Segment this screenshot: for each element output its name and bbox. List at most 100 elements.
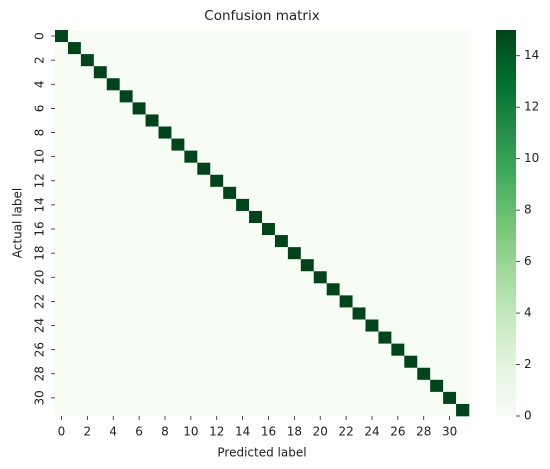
cell (132, 186, 146, 200)
cell (145, 295, 159, 308)
cell (365, 355, 379, 369)
cell (391, 403, 405, 417)
cell (274, 90, 289, 103)
cell (430, 223, 444, 236)
cell (300, 379, 315, 393)
cell (391, 138, 405, 151)
cell (67, 319, 82, 332)
cell (80, 78, 95, 91)
cell (313, 174, 327, 188)
cell (249, 259, 263, 272)
cell (223, 283, 237, 296)
cell (106, 391, 120, 405)
cell (300, 198, 315, 212)
cell (352, 30, 366, 43)
cell (80, 90, 95, 103)
cell (55, 355, 69, 369)
cell (249, 102, 263, 115)
cell (456, 355, 470, 369)
cell (236, 223, 250, 236)
cell (184, 150, 198, 163)
cell (443, 367, 457, 381)
cell (262, 247, 276, 260)
cell (184, 42, 198, 55)
cell (171, 295, 185, 308)
cell (184, 259, 198, 272)
cell (80, 355, 95, 369)
cell (236, 307, 250, 320)
cell (262, 271, 276, 284)
cell (456, 102, 470, 115)
cell (404, 174, 418, 188)
cell (132, 174, 146, 188)
cell (274, 247, 289, 260)
cell (145, 42, 159, 55)
cell (106, 30, 120, 43)
cell (378, 355, 392, 369)
cell (352, 186, 366, 200)
cell (184, 210, 198, 224)
x-tick-label: 6 (135, 425, 143, 439)
cell (274, 379, 289, 393)
cell (456, 379, 470, 393)
cell (262, 150, 276, 163)
cell (223, 259, 237, 272)
cell (119, 210, 133, 224)
cell (197, 210, 211, 224)
cell (456, 283, 470, 296)
cell (417, 391, 431, 405)
cell (404, 210, 418, 224)
cell (300, 66, 315, 79)
cell (443, 319, 457, 332)
cell (378, 331, 392, 344)
cell (313, 235, 327, 248)
cell (391, 295, 405, 308)
cell (430, 138, 444, 151)
colorbar-tick-label: 4 (524, 306, 532, 320)
cell (158, 162, 172, 176)
cell (197, 54, 211, 67)
cell (313, 102, 327, 115)
colorbar-tick-label: 8 (524, 203, 532, 217)
cell (119, 247, 133, 260)
cell (236, 186, 250, 200)
cell (443, 343, 457, 356)
cell (145, 403, 159, 417)
cell (417, 307, 431, 320)
cell (300, 102, 315, 115)
cell (378, 186, 392, 200)
colorbar-tick-label: 2 (524, 357, 532, 371)
cell (67, 295, 82, 308)
cell (210, 162, 224, 176)
cell (132, 210, 146, 224)
cell (339, 150, 353, 163)
cell (404, 90, 418, 103)
cell (326, 174, 340, 188)
cell (236, 271, 250, 284)
cell (404, 319, 418, 332)
cell (313, 42, 327, 55)
cell (404, 54, 418, 67)
cell (391, 42, 405, 55)
y-axis-label: Actual label (11, 188, 25, 258)
cell (300, 186, 315, 200)
cell (274, 355, 289, 369)
cell (300, 162, 315, 176)
cell (197, 331, 211, 344)
cell (223, 235, 237, 248)
cell (158, 223, 172, 236)
colorbar-tick-label: 6 (524, 254, 532, 268)
y-tick-label: 28 (33, 366, 47, 381)
cell (404, 162, 418, 176)
cell (145, 162, 159, 176)
cell (158, 295, 172, 308)
cell (106, 283, 120, 296)
cell (443, 391, 457, 405)
cell (404, 42, 418, 55)
cell (158, 90, 172, 103)
cell (430, 114, 444, 127)
cell (93, 78, 108, 91)
cell (210, 126, 224, 139)
cell (184, 379, 198, 393)
cell (417, 367, 431, 381)
